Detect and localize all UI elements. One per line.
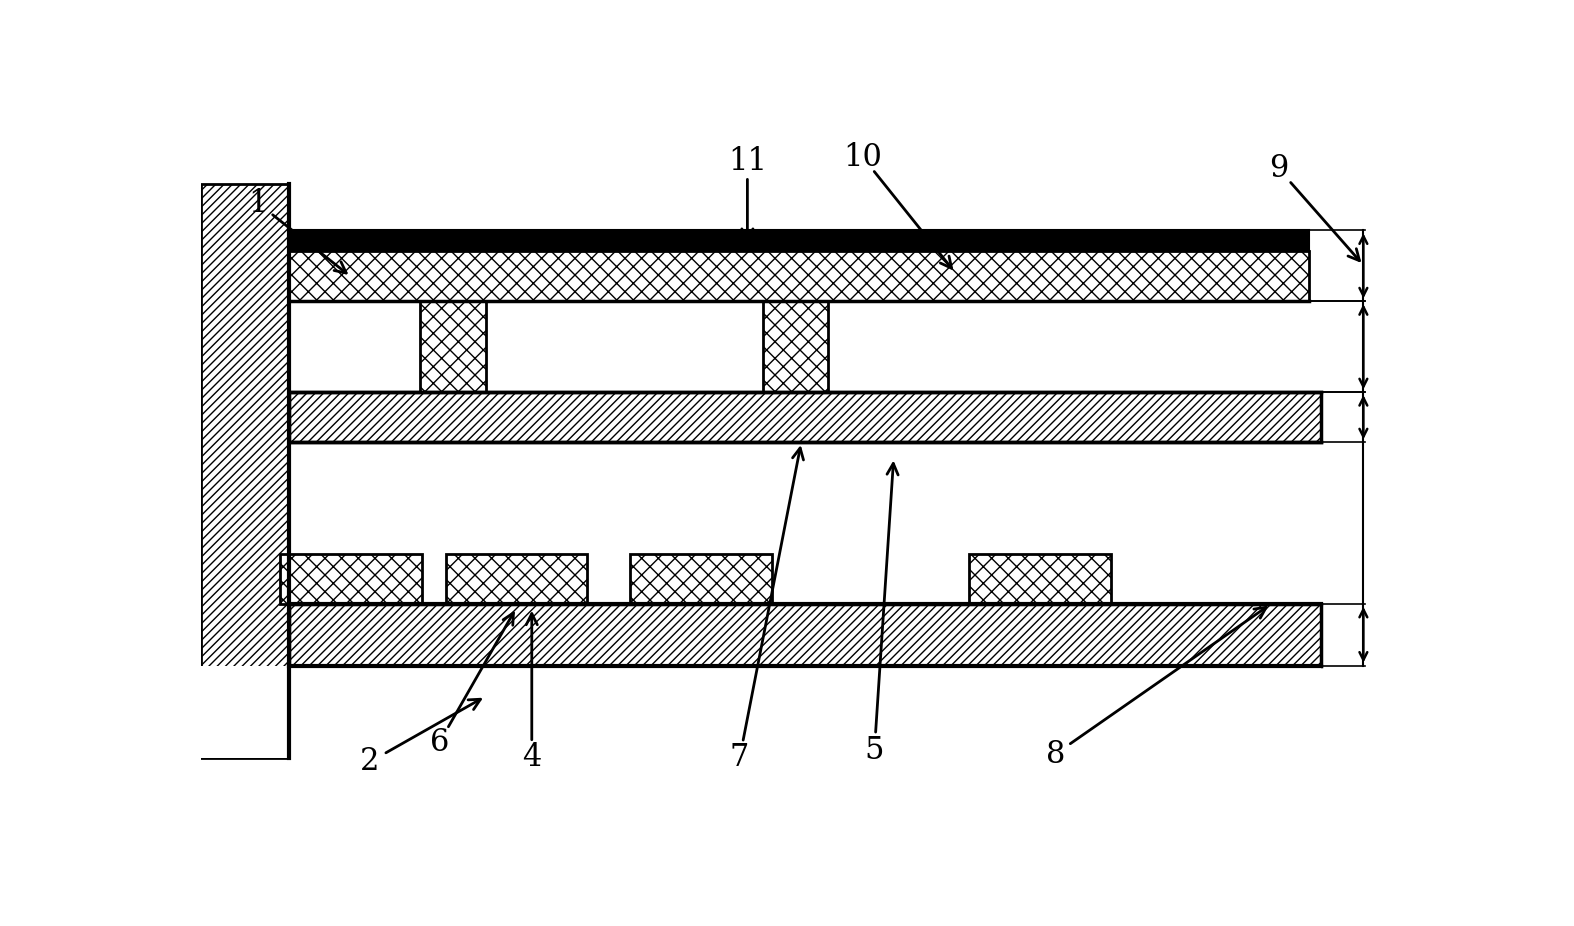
Bar <box>201 666 1321 757</box>
Text: 8: 8 <box>1045 739 1066 770</box>
Bar <box>630 554 771 604</box>
Bar <box>290 393 1321 443</box>
Bar <box>763 301 828 393</box>
Text: 10: 10 <box>844 142 883 173</box>
Text: 11: 11 <box>727 145 767 177</box>
Bar <box>290 251 1310 301</box>
Text: 9: 9 <box>1269 154 1288 184</box>
Text: 2: 2 <box>360 746 379 777</box>
Bar <box>290 604 1321 666</box>
Bar <box>420 301 486 393</box>
Text: 4: 4 <box>523 743 541 773</box>
Text: 6: 6 <box>430 727 449 758</box>
Bar <box>445 554 587 604</box>
Text: 7: 7 <box>730 743 749 773</box>
Text: 1: 1 <box>249 188 268 219</box>
Bar <box>970 554 1111 604</box>
Text: 5: 5 <box>864 734 885 766</box>
Bar <box>290 231 1310 251</box>
Bar <box>201 184 290 757</box>
Bar <box>280 554 422 604</box>
